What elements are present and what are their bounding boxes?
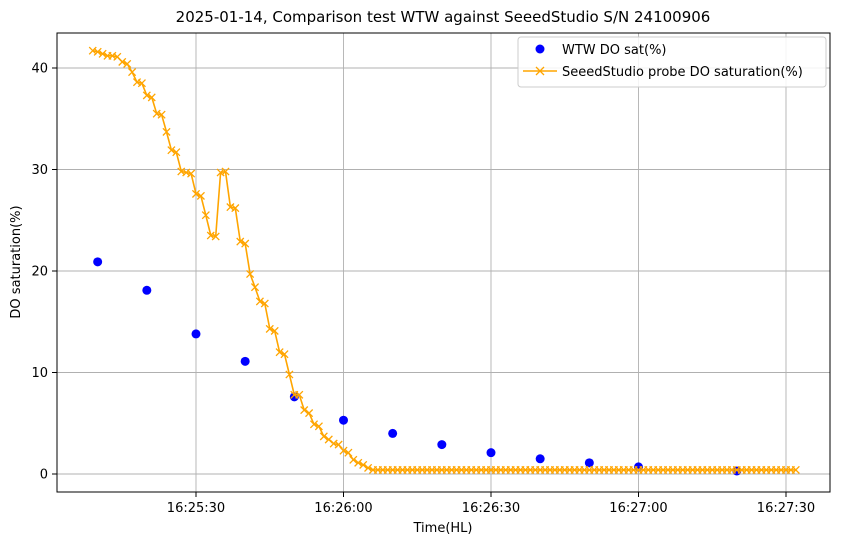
legend-marker-wtw (535, 44, 545, 54)
wtw-point (191, 329, 201, 339)
seeed-marker (270, 326, 279, 335)
seeed-marker (285, 370, 294, 379)
seeed-marker (211, 232, 220, 241)
x-tick-label: 16:25:30 (167, 501, 225, 516)
seeed-marker (250, 283, 260, 292)
seeed-marker (142, 91, 151, 100)
seeed-marker (364, 463, 373, 472)
seeed-marker (329, 439, 338, 448)
seeed-marker (118, 57, 127, 66)
x-axis-label: Time(HL) (413, 521, 473, 536)
seeed-marker (280, 350, 289, 359)
seeed-marker (196, 191, 205, 200)
seeed-marker (167, 146, 176, 155)
series-layer (88, 46, 800, 476)
legend-marker-seeed (535, 66, 545, 76)
y-tick-label: 20 (31, 265, 48, 280)
wtw-point (339, 415, 348, 425)
seeed-marker (162, 127, 171, 136)
seeed-marker (191, 189, 201, 198)
legend: WTW DO sat(%) SeeedStudio probe DO satur… (517, 36, 827, 88)
seeed-marker (309, 420, 319, 429)
seeed-marker (260, 299, 269, 308)
seeed-marker (93, 47, 102, 56)
seeed-marker (157, 110, 166, 119)
seeed-marker (98, 49, 107, 58)
wtw-point (388, 428, 398, 438)
seeed-marker (182, 168, 191, 177)
x-tick-label: 16:26:30 (462, 501, 520, 516)
seeed-marker (300, 406, 309, 415)
x-tick-label: 16:27:00 (609, 501, 667, 516)
seeed-marker (123, 59, 132, 68)
seeed-marker (319, 432, 328, 441)
y-tick-label: 40 (31, 62, 48, 77)
wtw-point (535, 454, 545, 464)
y-tick-label: 10 (31, 366, 48, 381)
seeed-marker (201, 211, 210, 220)
seeed-marker (231, 204, 240, 213)
plot-frame (56, 32, 831, 493)
seeed-marker (275, 348, 284, 357)
seeed-marker (354, 458, 363, 467)
seeed-marker (295, 390, 304, 399)
seeed-marker (344, 448, 353, 457)
seeed-marker (265, 324, 274, 333)
x-tick-label: 16:27:30 (757, 501, 815, 516)
wtw-point (437, 440, 447, 450)
legend-label-wtw: WTW DO sat(%) (562, 43, 667, 58)
seeed-marker (137, 79, 146, 88)
ticks: 16:25:30 16:26:00 16:26:30 16:27:00 16:27:30… (31, 62, 815, 517)
wtw-point (142, 285, 152, 295)
legend-label-seeed: SeeedStudio probe DO saturation(%) (562, 65, 803, 80)
seeed-marker (236, 237, 245, 246)
seeed-marker (314, 422, 323, 431)
wtw-point (93, 257, 103, 267)
seeed-marker (305, 409, 314, 418)
seeed-marker (349, 455, 358, 464)
y-tick-label: 0 (40, 468, 48, 483)
seeed-marker (172, 148, 181, 157)
wtw-point (584, 458, 594, 468)
y-tick-label: 30 (31, 163, 48, 178)
seeed-marker (246, 269, 255, 279)
seeed-marker (128, 68, 137, 77)
seeed-marker (791, 465, 800, 474)
seeed-marker (334, 440, 343, 449)
seeed-marker (187, 169, 196, 178)
seeed-marker (147, 93, 156, 102)
x-tick-label: 16:26:00 (314, 501, 372, 516)
seeed-marker (241, 239, 250, 248)
seeed-marker (221, 167, 230, 176)
chart-title: 2025-01-14, Comparison test WTW against … (176, 8, 711, 26)
seeed-marker (359, 460, 368, 469)
seeed-marker (339, 446, 348, 455)
wtw-point (486, 448, 496, 458)
legend-box (517, 36, 827, 88)
seeed-marker (255, 297, 264, 306)
y-axis-label: DO saturation(%) (9, 205, 24, 318)
wtw-point (240, 356, 250, 366)
